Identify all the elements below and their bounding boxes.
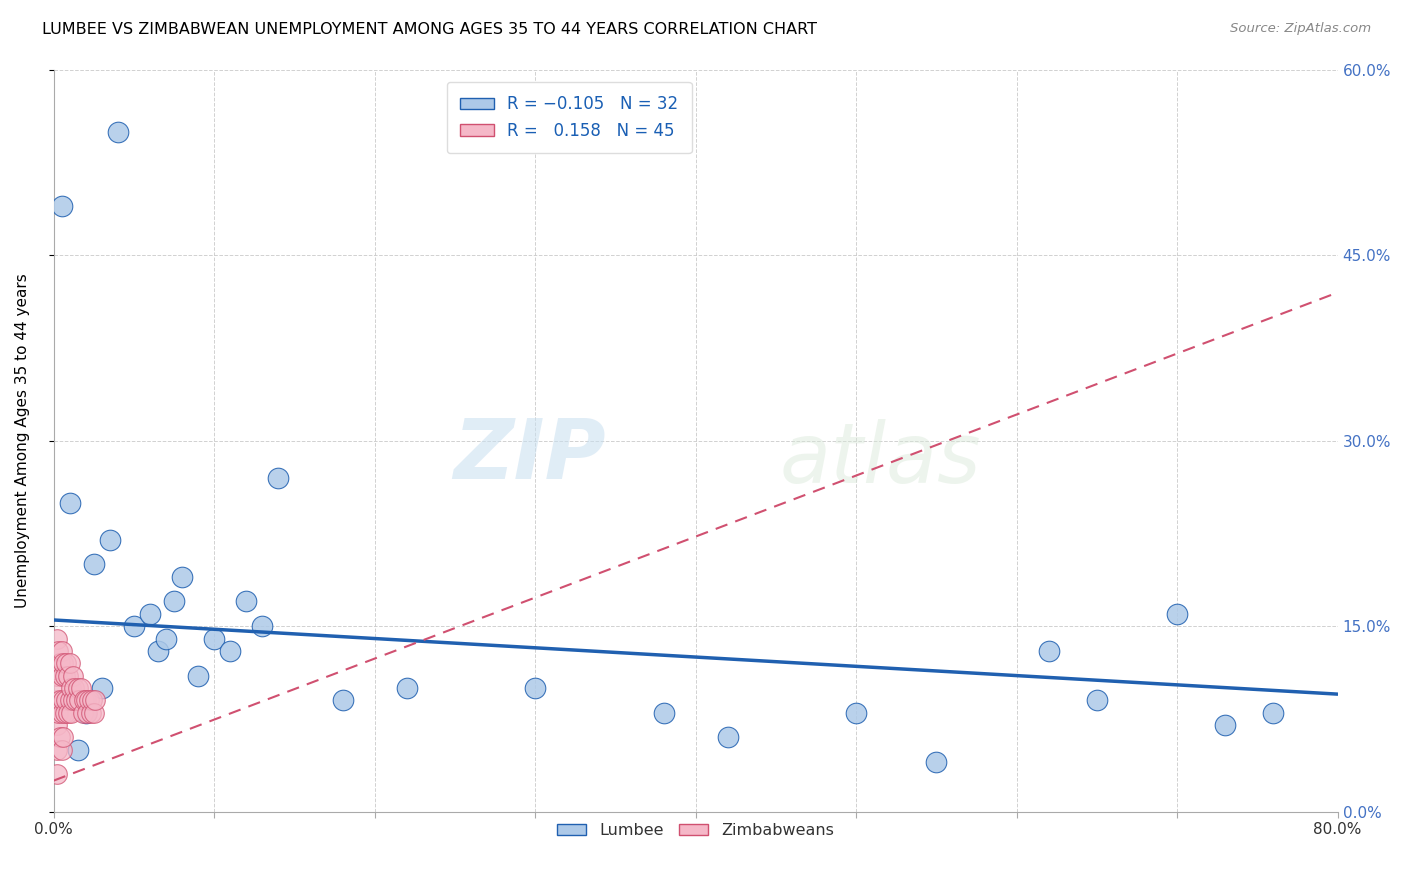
Text: atlas: atlas	[779, 419, 981, 500]
Point	[45, 718, 67, 732]
Point	[62, 693, 84, 707]
Point	[1085, 693, 1108, 707]
Point	[925, 755, 948, 769]
Legend: Lumbee, Zimbabweans: Lumbee, Zimbabweans	[551, 816, 841, 845]
Point	[60, 706, 83, 720]
Point	[45, 743, 67, 757]
Point	[83, 558, 105, 572]
Point	[395, 681, 418, 695]
Point	[53, 668, 76, 682]
Point	[67, 693, 90, 707]
Point	[45, 668, 67, 682]
Point	[51, 644, 73, 658]
Point	[1166, 607, 1188, 621]
Point	[75, 706, 97, 720]
Point	[524, 681, 547, 695]
Point	[170, 570, 193, 584]
Point	[73, 693, 96, 707]
Point	[90, 681, 112, 695]
Point	[146, 644, 169, 658]
Point	[1038, 644, 1060, 658]
Point	[717, 731, 740, 745]
Point	[62, 668, 84, 682]
Point	[45, 767, 67, 781]
Point	[163, 594, 186, 608]
Text: LUMBEE VS ZIMBABWEAN UNEMPLOYMENT AMONG AGES 35 TO 44 YEARS CORRELATION CHART: LUMBEE VS ZIMBABWEAN UNEMPLOYMENT AMONG …	[42, 22, 817, 37]
Point	[845, 706, 868, 720]
Point	[202, 632, 225, 646]
Point	[53, 706, 76, 720]
Point	[82, 693, 104, 707]
Point	[63, 681, 86, 695]
Point	[52, 731, 75, 745]
Point	[52, 693, 75, 707]
Point	[122, 619, 145, 633]
Point	[267, 471, 290, 485]
Point	[332, 693, 354, 707]
Point	[77, 693, 100, 707]
Point	[76, 706, 98, 720]
Point	[83, 706, 105, 720]
Point	[55, 693, 77, 707]
Point	[139, 607, 162, 621]
Point	[49, 693, 72, 707]
Point	[52, 657, 75, 671]
Text: ZIP: ZIP	[453, 415, 606, 496]
Point	[49, 731, 72, 745]
Point	[51, 743, 73, 757]
Point	[65, 693, 87, 707]
Point	[59, 657, 82, 671]
Point	[155, 632, 177, 646]
Point	[98, 533, 121, 547]
Y-axis label: Unemployment Among Ages 35 to 44 years: Unemployment Among Ages 35 to 44 years	[15, 274, 30, 608]
Point	[45, 632, 67, 646]
Point	[56, 668, 79, 682]
Point	[235, 594, 257, 608]
Point	[187, 668, 209, 682]
Point	[59, 693, 82, 707]
Point	[59, 495, 82, 509]
Point	[252, 619, 274, 633]
Point	[51, 668, 73, 682]
Point	[75, 693, 97, 707]
Point	[219, 644, 242, 658]
Point	[45, 693, 67, 707]
Point	[70, 681, 93, 695]
Point	[66, 743, 89, 757]
Point	[107, 125, 129, 139]
Point	[51, 199, 73, 213]
Point	[66, 681, 89, 695]
Point	[652, 706, 675, 720]
Point	[48, 681, 70, 695]
Point	[1263, 706, 1285, 720]
Point	[79, 706, 101, 720]
Point	[1213, 718, 1236, 732]
Point	[48, 706, 70, 720]
Point	[72, 706, 94, 720]
Point	[84, 693, 107, 707]
Point	[60, 681, 83, 695]
Point	[51, 706, 73, 720]
Point	[49, 657, 72, 671]
Point	[55, 657, 77, 671]
Text: Source: ZipAtlas.com: Source: ZipAtlas.com	[1230, 22, 1371, 36]
Point	[56, 706, 79, 720]
Point	[48, 644, 70, 658]
